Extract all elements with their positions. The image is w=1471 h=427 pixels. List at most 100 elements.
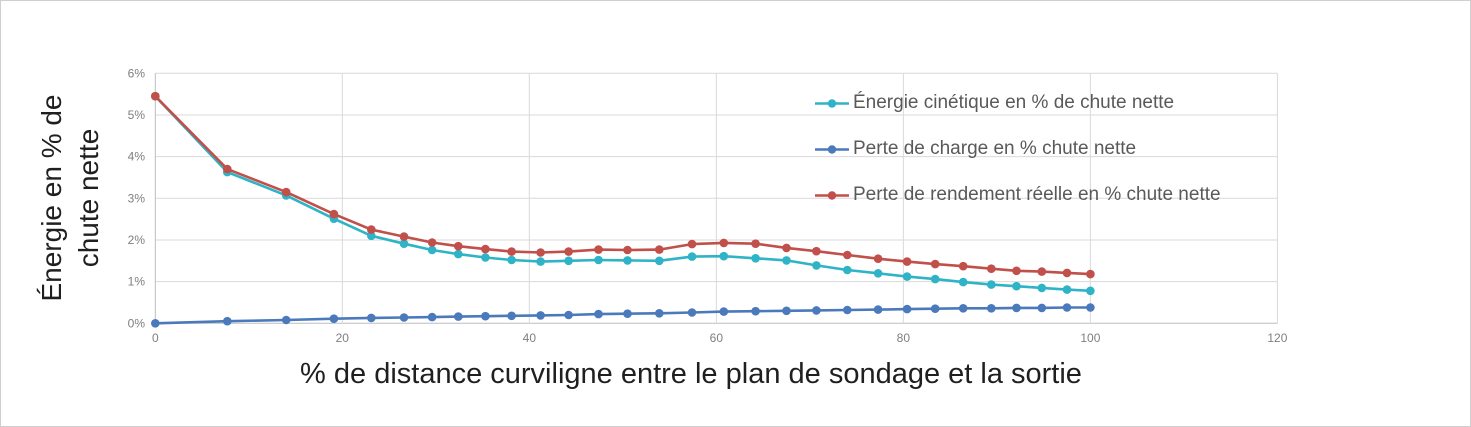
data-point-marker — [399, 313, 409, 322]
data-point-marker — [1086, 269, 1095, 279]
data-point-marker — [454, 241, 463, 251]
data-point-marker — [507, 255, 516, 265]
data-point-marker — [536, 311, 545, 320]
legend-item-1[interactable]: Perte de charge en % chute nette — [815, 138, 1221, 160]
x-tick-label: 40 — [523, 331, 537, 345]
data-point-marker — [958, 277, 968, 287]
data-point-marker — [223, 164, 232, 174]
data-point-marker — [873, 254, 883, 263]
data-point-marker — [564, 247, 573, 256]
data-point-marker — [902, 272, 912, 281]
data-point-marker — [719, 307, 729, 316]
data-point-marker — [655, 245, 664, 254]
y-axis-title-line2: chute nette — [73, 128, 104, 268]
x-tick-label: 0 — [152, 331, 159, 345]
data-point-marker — [751, 239, 760, 248]
data-point-marker — [655, 256, 664, 266]
data-point-marker — [329, 314, 339, 324]
data-point-marker — [594, 255, 603, 265]
legend-label: Perte de rendement réelle en % chute net… — [853, 184, 1221, 205]
data-point-marker — [812, 306, 821, 315]
data-point-marker — [687, 239, 697, 249]
y-tick-label: 4% — [128, 150, 146, 164]
data-point-marker — [1062, 303, 1072, 312]
series-line-0[interactable] — [154, 94, 1092, 293]
data-point-marker — [1037, 283, 1047, 293]
legend-marker-icon — [815, 144, 849, 154]
x-tick-label: 100 — [1080, 331, 1100, 345]
data-point-marker — [507, 247, 516, 256]
data-point-marker — [930, 274, 940, 284]
y-tick-label: 0% — [128, 316, 146, 330]
data-point-marker — [873, 269, 883, 278]
data-point-marker — [151, 91, 160, 101]
data-point-marker — [873, 305, 883, 314]
data-point-marker — [987, 304, 996, 313]
x-tick-label: 120 — [1267, 331, 1287, 345]
data-point-marker — [427, 312, 437, 322]
data-point-marker — [281, 315, 291, 325]
data-point-marker — [223, 316, 232, 326]
data-point-marker — [843, 250, 852, 260]
y-tick-label: 1% — [128, 275, 146, 289]
data-point-marker — [782, 243, 791, 253]
series-line-2[interactable] — [154, 94, 1092, 276]
data-point-marker — [367, 225, 376, 234]
data-point-marker — [454, 249, 463, 259]
y-axis-title-line1: Énergie en % de — [36, 94, 68, 302]
data-point-marker — [751, 253, 760, 263]
legend-label: Perte de charge en % chute nette — [853, 138, 1137, 159]
data-point-marker — [930, 259, 940, 269]
data-point-marker — [958, 261, 968, 271]
data-point-marker — [623, 309, 632, 319]
series-line-1[interactable] — [154, 306, 1092, 325]
data-point-marker — [594, 309, 603, 319]
data-point-marker — [902, 257, 912, 266]
data-point-marker — [564, 310, 573, 320]
data-point-marker — [812, 246, 821, 256]
y-tick-label: 6% — [128, 66, 146, 80]
data-point-marker — [987, 280, 996, 289]
data-point-marker — [1012, 281, 1021, 291]
data-point-marker — [281, 187, 291, 197]
data-point-marker — [843, 305, 852, 315]
data-point-marker — [1037, 267, 1047, 276]
y-tick-label: 2% — [128, 233, 146, 247]
y-tick-label: 3% — [128, 191, 146, 205]
data-point-marker — [902, 304, 912, 314]
data-point-marker — [454, 312, 463, 321]
data-point-marker — [367, 313, 376, 323]
data-point-marker — [958, 304, 968, 313]
x-tick-label: 20 — [336, 331, 350, 345]
data-point-marker — [1012, 266, 1021, 276]
legend-marker-icon — [815, 98, 849, 108]
data-point-marker — [782, 306, 791, 316]
data-point-marker — [1062, 268, 1072, 278]
data-point-marker — [1086, 286, 1095, 296]
data-point-marker — [623, 245, 632, 255]
data-point-marker — [507, 311, 516, 321]
chart-legend: Énergie cinétique en % de chute nette Per… — [815, 92, 1221, 206]
data-point-marker — [1012, 303, 1021, 313]
x-axis-title: % de distance curviligne entre le plan d… — [300, 358, 1082, 390]
data-point-marker — [151, 319, 160, 328]
data-point-marker — [427, 245, 437, 255]
legend-item-0[interactable]: Énergie cinétique en % de chute nette — [815, 92, 1221, 114]
data-point-marker — [536, 248, 545, 257]
data-point-marker — [687, 252, 697, 261]
data-point-marker — [481, 253, 490, 262]
legend-item-2[interactable]: Perte de rendement réelle en % chute net… — [815, 184, 1221, 206]
data-point-marker — [399, 232, 409, 241]
y-tick-label: 5% — [128, 108, 146, 122]
data-point-marker — [481, 311, 490, 321]
data-point-marker — [367, 231, 376, 241]
data-point-marker — [1086, 303, 1095, 312]
data-point-marker — [329, 209, 339, 219]
data-point-marker — [399, 239, 409, 248]
data-point-marker — [719, 238, 729, 248]
data-point-marker — [687, 308, 697, 317]
data-point-marker — [427, 238, 437, 247]
data-point-marker — [564, 256, 573, 266]
